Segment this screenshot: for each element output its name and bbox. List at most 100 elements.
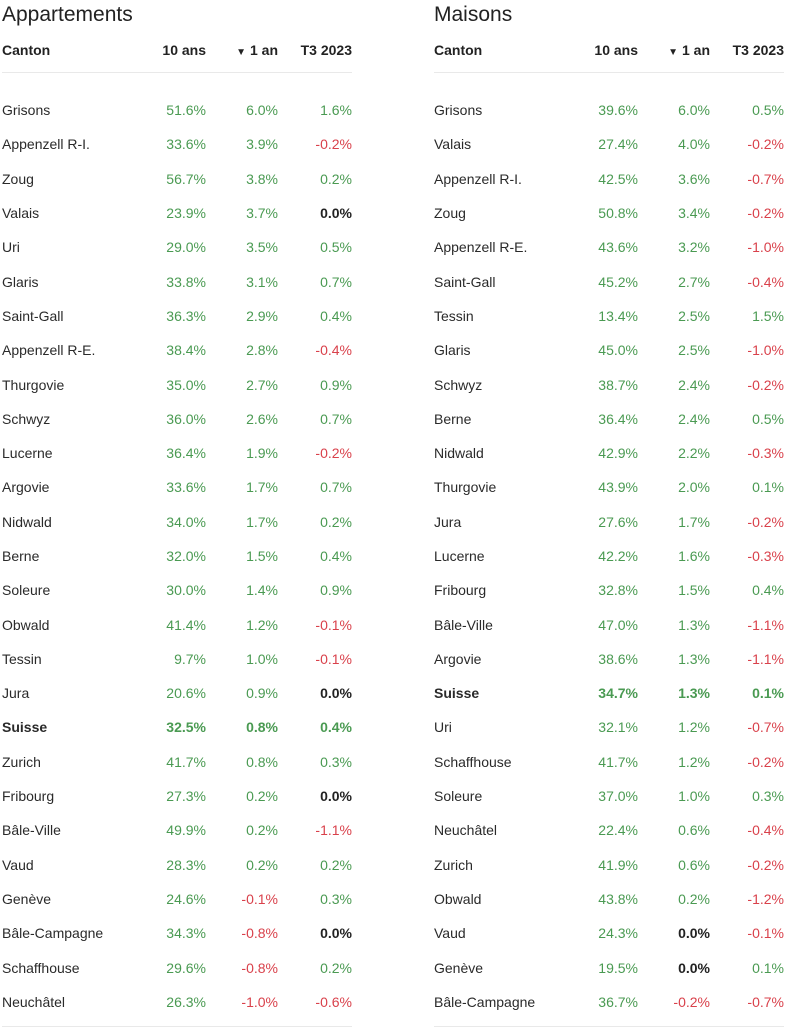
apartments-panel: Appartements Canton 10 ans ▼ 1 an T3 2023… — [2, 0, 352, 1027]
apartments-rows: Grisons 51.6% 6.0% 1.6% Appenzell R-I. 33.6% 3… — [2, 93, 352, 1027]
header-one-year[interactable]: ▼ 1 an — [638, 42, 710, 58]
canton-cell: Jura — [2, 685, 30, 702]
ten-years-cell: 36.4% — [166, 445, 206, 462]
header-t3-2023[interactable]: T3 2023 — [732, 42, 784, 58]
one-year-cell: 2.7% — [678, 273, 710, 290]
t3-cell: -0.3% — [747, 445, 784, 462]
table-row: Zoug 50.8% 3.4% -0.2% — [434, 196, 784, 230]
table-row: Jura 27.6% 1.7% -0.2% — [434, 505, 784, 539]
houses-rows: Grisons 39.6% 6.0% 0.5% Valais 27.4% 4.0% -0.2%… — [434, 93, 784, 1027]
one-year-cell: 1.6% — [678, 548, 710, 564]
one-year-cell: 1.4% — [246, 582, 278, 599]
t3-cell: -0.4% — [315, 342, 352, 359]
t3-cell: 0.9% — [320, 376, 352, 393]
ten-years-cell: 24.6% — [166, 890, 206, 907]
table-row: Genève 19.5% 0.0% 0.1% — [434, 950, 784, 984]
one-year-cell: 2.4% — [678, 376, 710, 393]
t3-cell: 0.3% — [320, 890, 352, 907]
one-year-cell: 6.0% — [246, 102, 278, 119]
t3-cell: 0.4% — [320, 307, 352, 324]
table-row: Saint-Gall 36.3% 2.9% 0.4% — [2, 299, 352, 333]
ten-years-cell: 27.3% — [166, 788, 206, 805]
ten-years-cell: 42.5% — [598, 170, 638, 187]
table-row: Schaffhouse 41.7% 1.2% -0.2% — [434, 745, 784, 779]
t3-cell: -0.4% — [747, 822, 784, 839]
ten-years-cell: 32.1% — [598, 719, 638, 736]
ten-years-cell: 33.6% — [166, 479, 206, 496]
table-row: Nidwald 42.9% 2.2% -0.3% — [434, 436, 784, 470]
t3-cell: -1.1% — [315, 822, 352, 839]
header-canton[interactable]: Canton — [434, 42, 483, 58]
one-year-cell: 0.9% — [246, 685, 278, 702]
t3-cell: -0.7% — [747, 719, 784, 736]
table-row: Saint-Gall 45.2% 2.7% -0.4% — [434, 264, 784, 298]
canton-cell: Obwald — [2, 616, 50, 633]
one-year-cell: 0.0% — [678, 925, 710, 942]
header-one-year[interactable]: ▼ 1 an — [206, 42, 278, 58]
ten-years-cell: 51.6% — [166, 102, 206, 119]
t3-cell: 0.2% — [320, 856, 352, 873]
ten-years-cell: 45.2% — [598, 273, 638, 290]
table-row: Lucerne 36.4% 1.9% -0.2% — [2, 436, 352, 470]
table-row: Schaffhouse 29.6% -0.8% 0.2% — [2, 950, 352, 984]
canton-cell: Neuchâtel — [434, 822, 498, 839]
t3-cell: 0.7% — [320, 410, 352, 427]
canton-cell: Berne — [434, 410, 472, 427]
header-ten-years[interactable]: 10 ans — [594, 42, 638, 58]
canton-cell: Schwyz — [2, 410, 51, 427]
ten-years-cell: 32.8% — [598, 582, 638, 599]
header-canton[interactable]: Canton — [2, 42, 51, 58]
table-row: Vaud 24.3% 0.0% -0.1% — [434, 916, 784, 950]
table-row: Zoug 56.7% 3.8% 0.2% — [2, 162, 352, 196]
canton-cell: Saint-Gall — [434, 273, 496, 290]
one-year-cell: -0.8% — [241, 959, 278, 976]
header-ten-years[interactable]: 10 ans — [162, 42, 206, 58]
table-row: Appenzell R-E. 43.6% 3.2% -1.0% — [434, 230, 784, 264]
ten-years-cell: 45.0% — [598, 342, 638, 359]
t3-cell: 0.5% — [752, 410, 784, 427]
ten-years-cell: 41.7% — [598, 753, 638, 770]
one-year-cell: 1.3% — [678, 650, 710, 667]
ten-years-cell: 43.9% — [598, 479, 638, 496]
houses-title: Maisons — [434, 3, 513, 26]
canton-cell: Vaud — [2, 856, 34, 873]
t3-cell: 0.2% — [320, 959, 352, 976]
canton-cell: Zoug — [434, 205, 466, 222]
t3-cell: 0.4% — [320, 548, 352, 564]
ten-years-cell: 28.3% — [166, 856, 206, 873]
t3-cell: 0.2% — [320, 170, 352, 187]
t3-cell: 0.1% — [752, 959, 784, 976]
canton-cell: Bâle-Ville — [2, 822, 61, 839]
table-row: Zurich 41.9% 0.6% -0.2% — [434, 848, 784, 882]
canton-cell: Soleure — [2, 582, 51, 599]
canton-cell: Valais — [2, 205, 40, 222]
t3-cell: 0.0% — [320, 205, 352, 222]
canton-cell: Zurich — [434, 856, 473, 873]
table-row: Valais 23.9% 3.7% 0.0% — [2, 196, 352, 230]
header-t3-2023[interactable]: T3 2023 — [300, 42, 352, 58]
one-year-cell: 2.6% — [246, 410, 278, 427]
one-year-cell: 1.3% — [678, 685, 710, 702]
t3-cell: 0.9% — [320, 582, 352, 599]
one-year-cell: 1.5% — [678, 582, 710, 599]
canton-cell: Nidwald — [434, 445, 484, 462]
one-year-cell: 3.2% — [678, 239, 710, 256]
one-year-cell: 3.6% — [678, 170, 710, 187]
ten-years-cell: 50.8% — [598, 205, 638, 222]
ten-years-cell: 34.3% — [166, 925, 206, 942]
t3-cell: 0.3% — [752, 788, 784, 805]
ten-years-cell: 38.4% — [166, 342, 206, 359]
t3-cell: 0.3% — [320, 753, 352, 770]
one-year-cell: 1.2% — [678, 753, 710, 770]
triangle-down-icon: ▼ — [236, 47, 246, 58]
canton-cell: Saint-Gall — [2, 307, 64, 324]
one-year-cell: 0.2% — [678, 890, 710, 907]
canton-cell: Berne — [2, 548, 40, 564]
one-year-cell: 4.0% — [678, 136, 710, 153]
canton-cell: Grisons — [2, 102, 51, 119]
one-year-cell: 3.4% — [678, 205, 710, 222]
one-year-cell: 6.0% — [678, 102, 710, 119]
canton-cell: Schwyz — [434, 376, 483, 393]
ten-years-cell: 20.6% — [166, 685, 206, 702]
t3-cell: 0.5% — [752, 102, 784, 119]
